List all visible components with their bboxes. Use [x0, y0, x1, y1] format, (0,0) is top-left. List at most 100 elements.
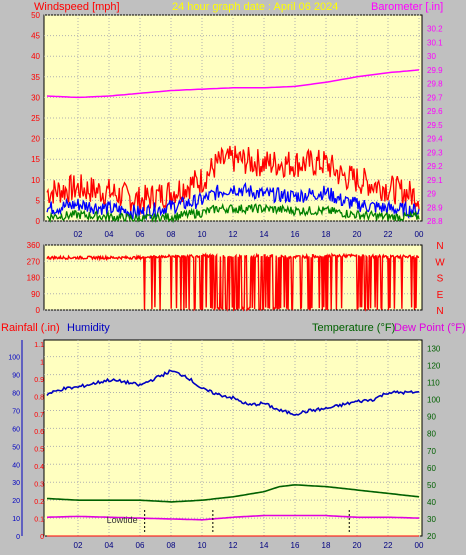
- temperature-line: [46, 484, 420, 503]
- barometer-tick-label: 29.2: [427, 162, 443, 171]
- rainfall-tick-label: 0.5: [34, 447, 44, 454]
- temp-x-tick-label: 18: [322, 541, 331, 550]
- rainfall-label: Rainfall (.in): [1, 322, 60, 334]
- wind-x-tick-label: 10: [198, 230, 207, 239]
- wind-tick-label: 10: [31, 176, 40, 185]
- rainfall-tick-label: 0.1: [34, 517, 44, 524]
- temp-x-tick-label: 12: [229, 541, 238, 550]
- temperature-tick-label: 70: [427, 447, 436, 456]
- direction-tick-label: 270: [27, 257, 41, 266]
- lowtide-label: Lowtide: [107, 515, 138, 525]
- temp-x-tick-label: 04: [105, 541, 114, 550]
- humidity-tick-label: 40: [12, 462, 20, 469]
- temperature-tick-label: 90: [427, 413, 436, 422]
- rainfall-tick-label: 1: [40, 359, 44, 366]
- wind-tick-label: 30: [31, 93, 40, 102]
- wind-tick-label: 25: [31, 114, 40, 123]
- temp-x-tick-label: 16: [291, 541, 300, 550]
- humidity-label: Humidity: [67, 322, 110, 334]
- barometer-tick-label: 28.9: [427, 203, 443, 212]
- dewpoint-label: Dew Point (°F): [394, 322, 466, 334]
- barometer-tick-label: 29.7: [427, 93, 443, 102]
- wind-tick-label: 20: [31, 135, 40, 144]
- wind-x-tick-label: 14: [260, 230, 269, 239]
- humidity-tick-label: 100: [8, 355, 20, 362]
- humidity-tick-label: 20: [12, 498, 20, 505]
- barometer-tick-label: 29.1: [427, 176, 443, 185]
- rainfall-tick-label: 0.9: [34, 377, 44, 384]
- temperature-tick-label: 80: [427, 430, 436, 439]
- temp-x-tick-label: 22: [384, 541, 393, 550]
- humidity-tick-label: 30: [12, 480, 20, 487]
- humidity-tick-label: 50: [12, 444, 20, 451]
- wind-x-tick-label: 04: [105, 230, 114, 239]
- barometer-tick-label: 29.3: [427, 148, 443, 157]
- barometer-tick-label: 30.1: [427, 38, 443, 47]
- windspeed-label: Windspeed [mph]: [34, 1, 120, 13]
- rainfall-tick-label: 0.6: [34, 429, 44, 436]
- wind-x-tick-label: 20: [353, 230, 362, 239]
- temp-x-tick-label: 20: [353, 541, 362, 550]
- temp-x-tick-label: 02: [74, 541, 83, 550]
- barometer-tick-label: 28.8: [427, 217, 443, 226]
- barometer-line: [46, 69, 420, 99]
- wind-tick-label: 35: [31, 73, 40, 82]
- barometer-label: Barometer [.in]: [371, 1, 443, 13]
- temp-plot-area: [43, 339, 423, 537]
- compass-e: E: [437, 290, 444, 301]
- wind-x-tick-label: 02: [74, 230, 83, 239]
- humidity-tick-label: 0: [16, 534, 20, 541]
- temperature-tick-label: 20: [427, 532, 436, 541]
- temp-x-tick-label: 10: [198, 541, 207, 550]
- wind-tick-label: 15: [31, 155, 40, 164]
- temp-series: [46, 369, 420, 537]
- direction-tick-label: 0: [36, 306, 41, 315]
- barometer-tick-label: 29.6: [427, 107, 443, 116]
- wind-series: [46, 69, 420, 224]
- direction-line: [46, 252, 420, 312]
- direction-axis: 0 90 180 270 360: [27, 241, 41, 315]
- barometer-tick-label: 29.4: [427, 135, 443, 144]
- rainfall-tick-label: 1.1: [34, 342, 44, 349]
- barometer-tick-label: 29: [427, 190, 436, 199]
- barometer-tick-label: 30: [427, 52, 436, 61]
- direction-tick-label: 180: [27, 274, 41, 283]
- temp-x-tick-label: 00: [415, 541, 424, 550]
- temperature-tick-label: 100: [427, 396, 441, 405]
- wind-series-average: [46, 181, 420, 221]
- wind-series-minimum: [46, 202, 420, 224]
- temperature-tick-label: 40: [427, 498, 436, 507]
- humidity-axis: 0 10 20 30 40 50 60 70 80 90 100: [8, 340, 23, 541]
- dewpoint-line: [46, 514, 419, 521]
- humidity-tick-label: 10: [12, 516, 20, 523]
- wind-tick-label: 40: [31, 52, 40, 61]
- humidity-tick-label: 70: [12, 408, 20, 415]
- direction-tick-label: 360: [27, 241, 41, 250]
- barometer-tick-label: 29.8: [427, 80, 443, 89]
- compass-n: N: [436, 241, 443, 252]
- wind-x-tick-label: 16: [291, 230, 300, 239]
- temp-x-axis: 02 04 06 08 10 12 14 16 18 20 22 00: [74, 541, 424, 550]
- temperature-tick-label: 60: [427, 464, 436, 473]
- temperature-tick-label: 130: [427, 345, 441, 354]
- wind-x-tick-label: 22: [384, 230, 393, 239]
- rainfall-tick-label: 0.7: [34, 412, 44, 419]
- wind-series-gust: [46, 145, 420, 215]
- humidity-tick-label: 90: [12, 373, 20, 380]
- wind-x-tick-label: 18: [322, 230, 331, 239]
- rainfall-tick-label: 0.8: [34, 394, 44, 401]
- temp-x-tick-label: 14: [260, 541, 269, 550]
- temp-x-tick-label: 08: [167, 541, 176, 550]
- wind-x-tick-label: 06: [136, 230, 145, 239]
- compass-n: N: [436, 306, 443, 317]
- temperature-tick-label: 30: [427, 515, 436, 524]
- barometer-tick-label: 29.9: [427, 66, 443, 75]
- wind-x-tick-label: 08: [167, 230, 176, 239]
- temp-x-tick-label: 06: [136, 541, 145, 550]
- humidity-tick-label: 80: [12, 391, 20, 398]
- temperature-axis: 20 30 40 50 60 70 80 90 100 110 120 130: [427, 345, 441, 541]
- direction-series: [46, 252, 420, 312]
- wind-x-tick-label: 12: [229, 230, 238, 239]
